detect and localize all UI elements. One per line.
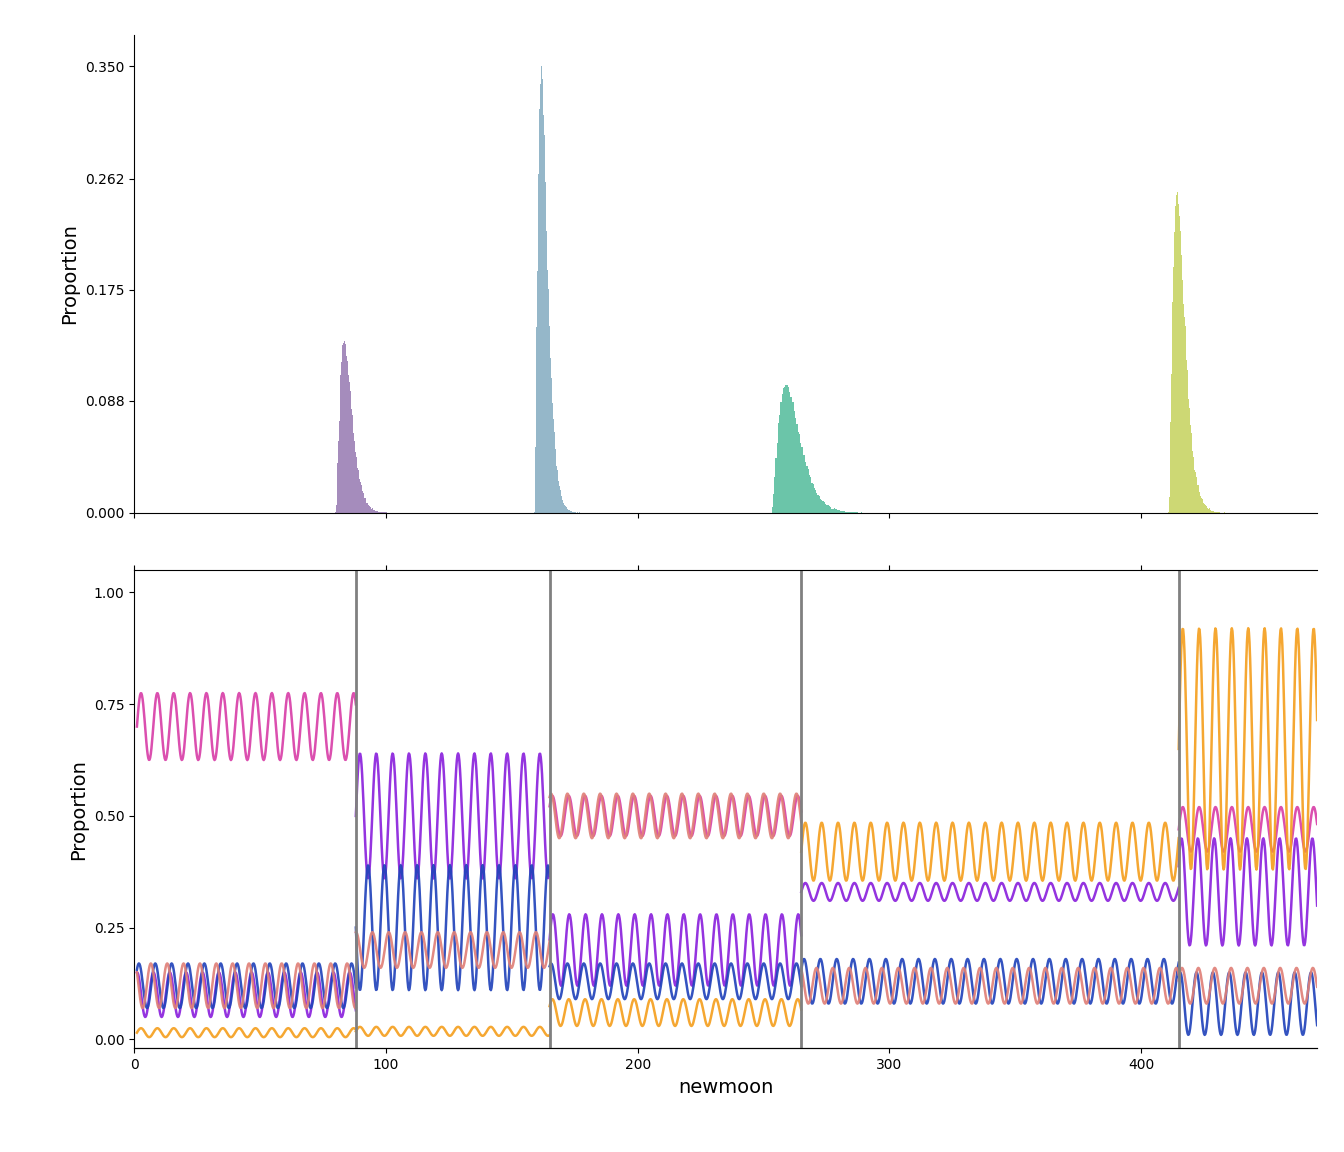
X-axis label: newmoon: newmoon [679,1077,773,1097]
Y-axis label: Proportion: Proportion [60,223,79,324]
Y-axis label: Proportion: Proportion [70,759,89,859]
